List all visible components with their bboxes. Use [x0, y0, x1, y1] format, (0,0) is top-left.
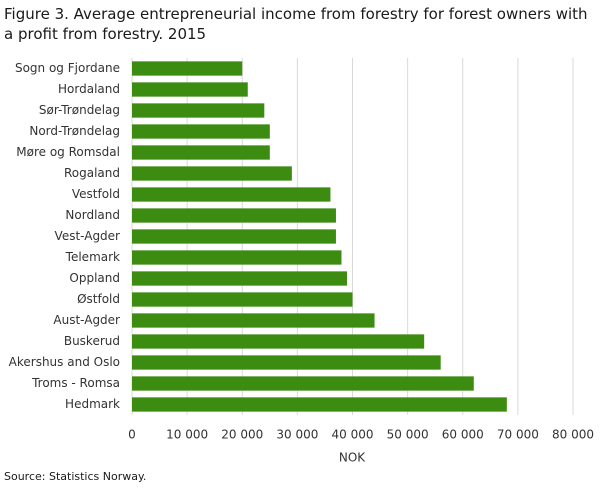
bar — [132, 355, 441, 370]
bar — [132, 124, 270, 139]
bar — [132, 61, 243, 76]
bar — [132, 187, 331, 202]
x-tick-label: 60 000 — [442, 428, 484, 442]
y-tick-label: Rogaland — [64, 166, 120, 180]
y-tick-label: Vest-Agder — [55, 229, 121, 243]
y-tick-label: Hordaland — [58, 82, 120, 96]
y-tick-label: Buskerud — [64, 334, 120, 348]
x-tick-label: 20 000 — [221, 428, 263, 442]
x-tick-label: 10 000 — [166, 428, 208, 442]
x-tick-label: 70 000 — [497, 428, 539, 442]
y-tick-label: Troms - Romsa — [31, 376, 120, 390]
y-tick-label: Sogn og Fjordane — [15, 61, 120, 75]
x-tick-label: 80 000 — [552, 428, 594, 442]
x-tick-label: 0 — [128, 428, 136, 442]
y-tick-label: Nordland — [65, 208, 120, 222]
bar — [132, 166, 292, 181]
bar — [132, 271, 347, 286]
source: Source: Statistics Norway. — [4, 470, 147, 483]
y-tick-label: Oppland — [69, 271, 120, 285]
y-tick-label: Østfold — [77, 292, 120, 306]
bar — [132, 376, 474, 391]
y-tick-label: Sør-Trøndelag — [39, 103, 120, 117]
bar — [132, 145, 270, 160]
y-tick-label: Aust-Agder — [53, 313, 120, 327]
bar — [132, 103, 265, 118]
y-tick-label: Akershus and Oslo — [9, 355, 120, 369]
bar — [132, 313, 375, 328]
y-tick-label: Telemark — [65, 250, 120, 264]
bar — [132, 292, 353, 307]
bar — [132, 250, 342, 265]
x-tick-label: 30 000 — [276, 428, 318, 442]
y-tick-label: Møre og Romsdal — [16, 145, 120, 159]
bar — [132, 397, 507, 412]
bar — [132, 208, 336, 223]
x-tick-label: 50 000 — [387, 428, 429, 442]
y-tick-label: Vestfold — [72, 187, 120, 201]
y-tick-label: Hedmark — [65, 397, 120, 411]
bar — [132, 82, 248, 97]
chart-title: Figure 3. Average entrepreneurial income… — [4, 5, 588, 43]
x-tick-label: 40 000 — [332, 428, 374, 442]
y-tick-label: Nord-Trøndelag — [29, 124, 120, 138]
bar — [132, 334, 425, 349]
bar — [132, 229, 336, 244]
x-axis-label: NOK — [339, 451, 366, 465]
